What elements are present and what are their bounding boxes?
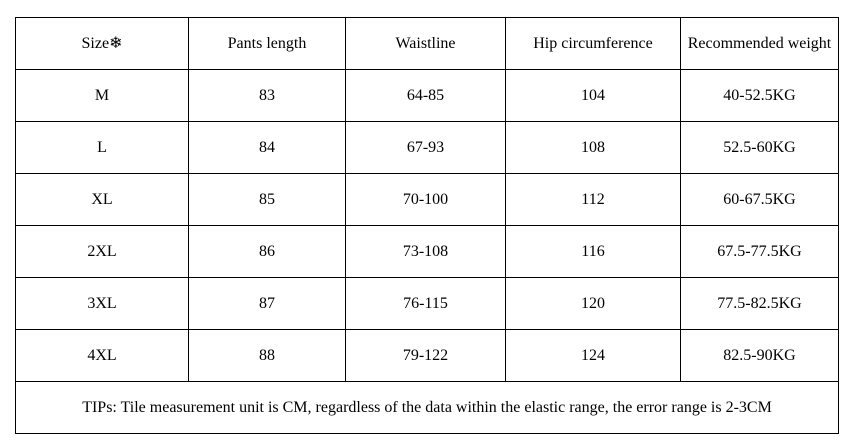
size-table: Size❄ Pants length Waistline Hip circumfere… bbox=[15, 17, 839, 434]
header-cell: Size❄ bbox=[15, 17, 189, 70]
table-cell: M bbox=[15, 69, 189, 122]
table-row: L 84 67-93 108 52.5-60KG bbox=[15, 121, 839, 174]
table-cell: 124 bbox=[505, 329, 681, 382]
table-row: 2XL 86 73-108 116 67.5-77.5KG bbox=[15, 225, 839, 278]
header-row: Size❄ Pants length Waistline Hip circumfere… bbox=[15, 17, 839, 70]
table-cell: 112 bbox=[505, 173, 681, 226]
table-cell: 64-85 bbox=[345, 69, 506, 122]
table-cell: 79-122 bbox=[345, 329, 506, 382]
table-cell: 116 bbox=[505, 225, 681, 278]
footer-note: TIPs: Tile measurement unit is CM, regar… bbox=[15, 381, 839, 434]
table-cell: 86 bbox=[188, 225, 346, 278]
table-cell: XL bbox=[15, 173, 189, 226]
table-cell: 3XL bbox=[15, 277, 189, 330]
header-cell: Waistline bbox=[345, 17, 506, 70]
table-row: 3XL 87 76-115 120 77.5-82.5KG bbox=[15, 277, 839, 330]
table-cell: 52.5-60KG bbox=[680, 121, 839, 174]
table-cell: 108 bbox=[505, 121, 681, 174]
table-cell: 40-52.5KG bbox=[680, 69, 839, 122]
footer-row: TIPs: Tile measurement unit is CM, regar… bbox=[15, 381, 839, 434]
table-cell: 82.5-90KG bbox=[680, 329, 839, 382]
table-cell: L bbox=[15, 121, 189, 174]
header-cell: Hip circumference bbox=[505, 17, 681, 70]
table-cell: 77.5-82.5KG bbox=[680, 277, 839, 330]
table-cell: 4XL bbox=[15, 329, 189, 382]
table-cell: 88 bbox=[188, 329, 346, 382]
table-cell: 67-93 bbox=[345, 121, 506, 174]
header-cell: Pants length bbox=[188, 17, 346, 70]
table-cell: 70-100 bbox=[345, 173, 506, 226]
table-row: 4XL 88 79-122 124 82.5-90KG bbox=[15, 329, 839, 382]
table-cell: 84 bbox=[188, 121, 346, 174]
table-cell: 2XL bbox=[15, 225, 189, 278]
table-cell: 85 bbox=[188, 173, 346, 226]
table-cell: 120 bbox=[505, 277, 681, 330]
table-cell: 87 bbox=[188, 277, 346, 330]
table-cell: 73-108 bbox=[345, 225, 506, 278]
table-cell: 83 bbox=[188, 69, 346, 122]
table-row: M 83 64-85 104 40-52.5KG bbox=[15, 69, 839, 122]
header-cell: Recommended weight bbox=[680, 17, 839, 70]
table-cell: 67.5-77.5KG bbox=[680, 225, 839, 278]
table-cell: 104 bbox=[505, 69, 681, 122]
table-cell: 60-67.5KG bbox=[680, 173, 839, 226]
table-cell: 76-115 bbox=[345, 277, 506, 330]
table-row: XL 85 70-100 112 60-67.5KG bbox=[15, 173, 839, 226]
